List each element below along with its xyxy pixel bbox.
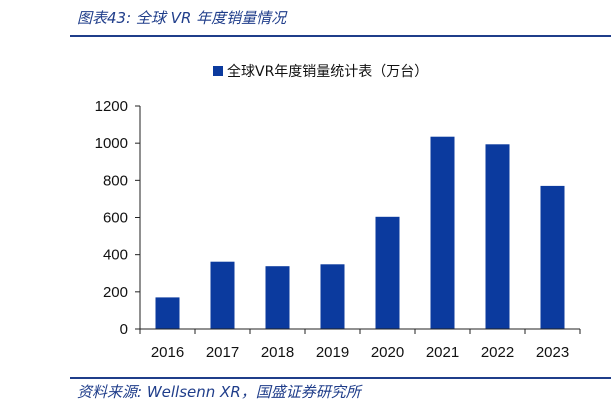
x-tick-label: 2022 [481,344,514,361]
x-tick-label: 2020 [371,344,404,361]
source-note: 资料来源: Wellsenn XR，国盛证券研究所 [77,383,361,401]
x-tick-label: 2021 [426,344,459,361]
y-tick-label: 400 [103,247,128,264]
y-tick-label: 1200 [95,98,128,115]
legend-swatch [213,66,223,76]
y-tick-labels: 0 200 400 600 800 1000 1200 [95,98,128,338]
x-tick-label: 2017 [206,344,239,361]
legend-label: 全球VR年度销量统计表（万台） [227,63,428,80]
bar-2019 [320,264,345,329]
source-divider [70,377,611,379]
x-tick-label: 2016 [151,344,184,361]
bar-2017 [210,261,235,329]
y-tick-label: 0 [120,321,128,338]
bar-2016 [155,297,180,329]
y-tick-label: 800 [103,172,128,189]
bar-2022 [485,144,510,329]
bar-2020 [375,216,400,329]
bars-group [155,136,565,329]
chart-legend: 全球VR年度销量统计表（万台） [213,63,428,80]
x-tick-label: 2023 [536,344,569,361]
bar-2023 [540,185,565,329]
y-tick-label: 1000 [95,135,128,152]
title-divider [70,35,611,37]
figure-title: 图表43: 全球 VR 年度销量情况 [77,9,287,27]
x-tick-label: 2018 [261,344,294,361]
bar-2018 [265,266,290,329]
y-tick-label: 200 [103,284,128,301]
x-tick-labels: 2016 2017 2018 2019 2020 2021 2022 2023 [151,344,569,361]
bar-2021 [430,136,455,329]
chart-axes [135,105,581,334]
y-tick-label: 600 [103,210,128,227]
x-tick-label: 2019 [316,344,349,361]
